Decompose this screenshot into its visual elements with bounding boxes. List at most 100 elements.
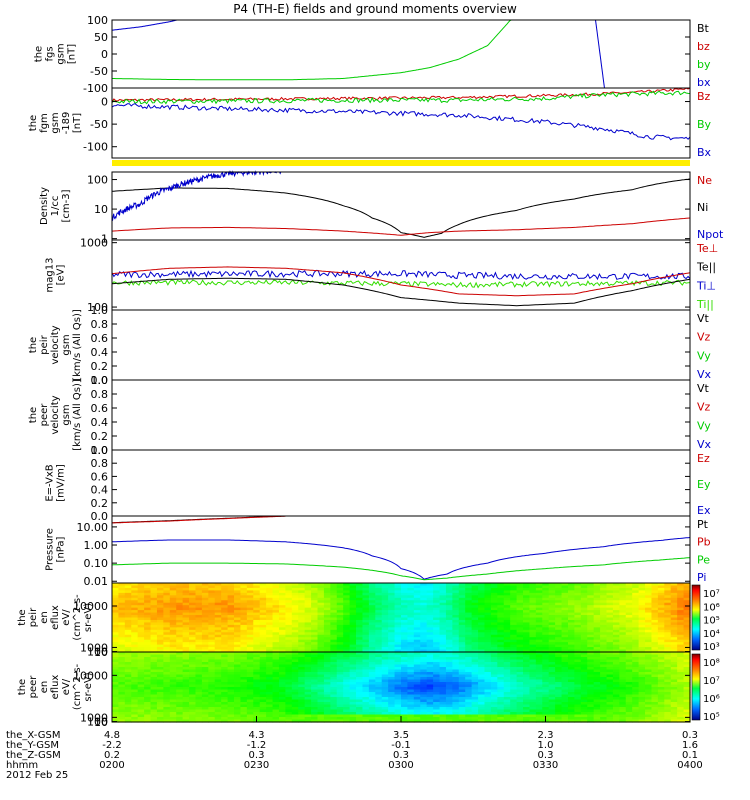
spectrogram-cell	[343, 659, 351, 663]
spectrogram-cell	[272, 692, 280, 696]
spectrogram-cell	[587, 669, 595, 673]
spectrogram-cell	[356, 590, 364, 594]
spectrogram-cell	[246, 583, 254, 587]
spectrogram-cell	[497, 669, 505, 673]
spectrogram-cell	[529, 585, 537, 589]
spectrogram-cell	[593, 677, 601, 681]
spectrogram-cell	[542, 659, 550, 663]
y-tick-label: -100	[83, 82, 108, 95]
spectrogram-cell	[368, 684, 376, 688]
spectrogram-cell	[535, 654, 543, 658]
y-tick-label: 0.4	[91, 484, 109, 497]
spectrogram-cell	[548, 590, 556, 594]
spectrogram-cell	[478, 602, 486, 606]
spectrogram-cell	[388, 712, 396, 716]
spectrogram-cell	[118, 629, 126, 633]
y-tick-label: 1.0	[91, 444, 109, 457]
spectrogram-cell	[401, 664, 409, 668]
spectrogram-cell	[433, 687, 441, 691]
spectrogram-cell	[189, 704, 197, 708]
spectrogram-cell	[503, 699, 511, 703]
colorbar-tick-label: 10³	[703, 642, 720, 653]
spectrogram-cell	[497, 600, 505, 604]
spectrogram-cell	[343, 694, 351, 698]
spectrogram-cell	[375, 704, 383, 708]
spectrogram-cell	[625, 595, 633, 599]
spectrogram-cell	[567, 694, 575, 698]
spectrogram-cell	[336, 602, 344, 606]
spectrogram-cell	[548, 677, 556, 681]
spectrogram-cell	[612, 605, 620, 609]
spectrogram-cell	[368, 649, 376, 653]
spectrogram-cell	[625, 634, 633, 638]
spectrogram-cell	[112, 689, 120, 693]
spectrogram-cell	[638, 629, 646, 633]
spectrogram-cell	[137, 709, 145, 713]
spectrogram-cell	[356, 637, 364, 641]
spectrogram-cell	[497, 684, 505, 688]
spectrogram-cell	[587, 692, 595, 696]
spectrogram-cell	[625, 672, 633, 676]
spectrogram-cell	[137, 637, 145, 641]
spectrogram-cell	[503, 629, 511, 633]
spectrogram-cell	[317, 644, 325, 648]
spectrogram-cell	[118, 679, 126, 683]
spectrogram-cell	[201, 610, 209, 614]
spectrogram-cell	[356, 634, 364, 638]
spectrogram-cell	[510, 657, 518, 661]
spectrogram-cell	[413, 637, 421, 641]
spectrogram-cell	[201, 692, 209, 696]
spectrogram-cell	[259, 644, 267, 648]
spectrogram-cell	[195, 682, 203, 686]
spectrogram-cell	[221, 684, 229, 688]
spectrogram-cell	[381, 619, 389, 624]
spectrogram-cell	[657, 597, 665, 601]
spectrogram-cell	[484, 697, 492, 701]
spectrogram-cell	[510, 642, 518, 646]
spectrogram-cell	[298, 694, 306, 698]
spectrogram-cell	[574, 652, 582, 656]
spectrogram-cell	[375, 654, 383, 658]
spectrogram-cell	[433, 702, 441, 706]
spectrogram-cell	[298, 592, 306, 596]
spectrogram-cell	[285, 619, 293, 624]
spectrogram-cell	[439, 590, 447, 594]
spectrogram-cell	[259, 639, 267, 643]
spectrogram-cell	[227, 642, 235, 646]
spectrogram-cell	[535, 687, 543, 691]
spectrogram-cell	[131, 607, 139, 611]
spectrogram-cell	[433, 595, 441, 599]
spectrogram-cell	[593, 669, 601, 673]
spectrogram-cell	[587, 649, 595, 653]
spectrogram-cell	[445, 659, 453, 663]
spectrogram-cell	[394, 619, 402, 624]
spectrogram-cell	[246, 607, 254, 611]
spectrogram-cell	[336, 659, 344, 663]
spectrogram-cell	[381, 709, 389, 713]
spectrogram-cell	[311, 657, 319, 661]
spectrogram-cell	[272, 697, 280, 701]
spectrogram-cell	[542, 637, 550, 641]
spectrogram-cell	[452, 694, 460, 698]
series-pressure-Pi	[112, 537, 691, 580]
spectrogram-cell	[420, 592, 428, 596]
spectrogram-cell	[330, 587, 338, 591]
spectrogram-cell	[112, 632, 120, 636]
spectrogram-cell	[619, 642, 627, 646]
spectrogram-cell	[426, 627, 434, 631]
spectrogram-cell	[625, 617, 633, 621]
spectrogram-cell	[478, 709, 486, 713]
spectrogram-cell	[510, 600, 518, 604]
spectrogram-cell	[259, 615, 267, 619]
spectrogram-cell	[336, 647, 344, 651]
spectrogram-cell	[240, 595, 248, 599]
spectrogram-cell	[529, 652, 537, 656]
spectrogram-cell	[362, 602, 370, 606]
spectrogram-cell	[278, 642, 286, 646]
spectrogram-cell	[195, 597, 203, 601]
spectrogram-cell	[343, 590, 351, 594]
spectrogram-cell	[182, 707, 190, 711]
spectrogram-cell	[407, 597, 415, 601]
spectrogram-cell	[343, 607, 351, 611]
spectrogram-cell	[189, 624, 197, 628]
